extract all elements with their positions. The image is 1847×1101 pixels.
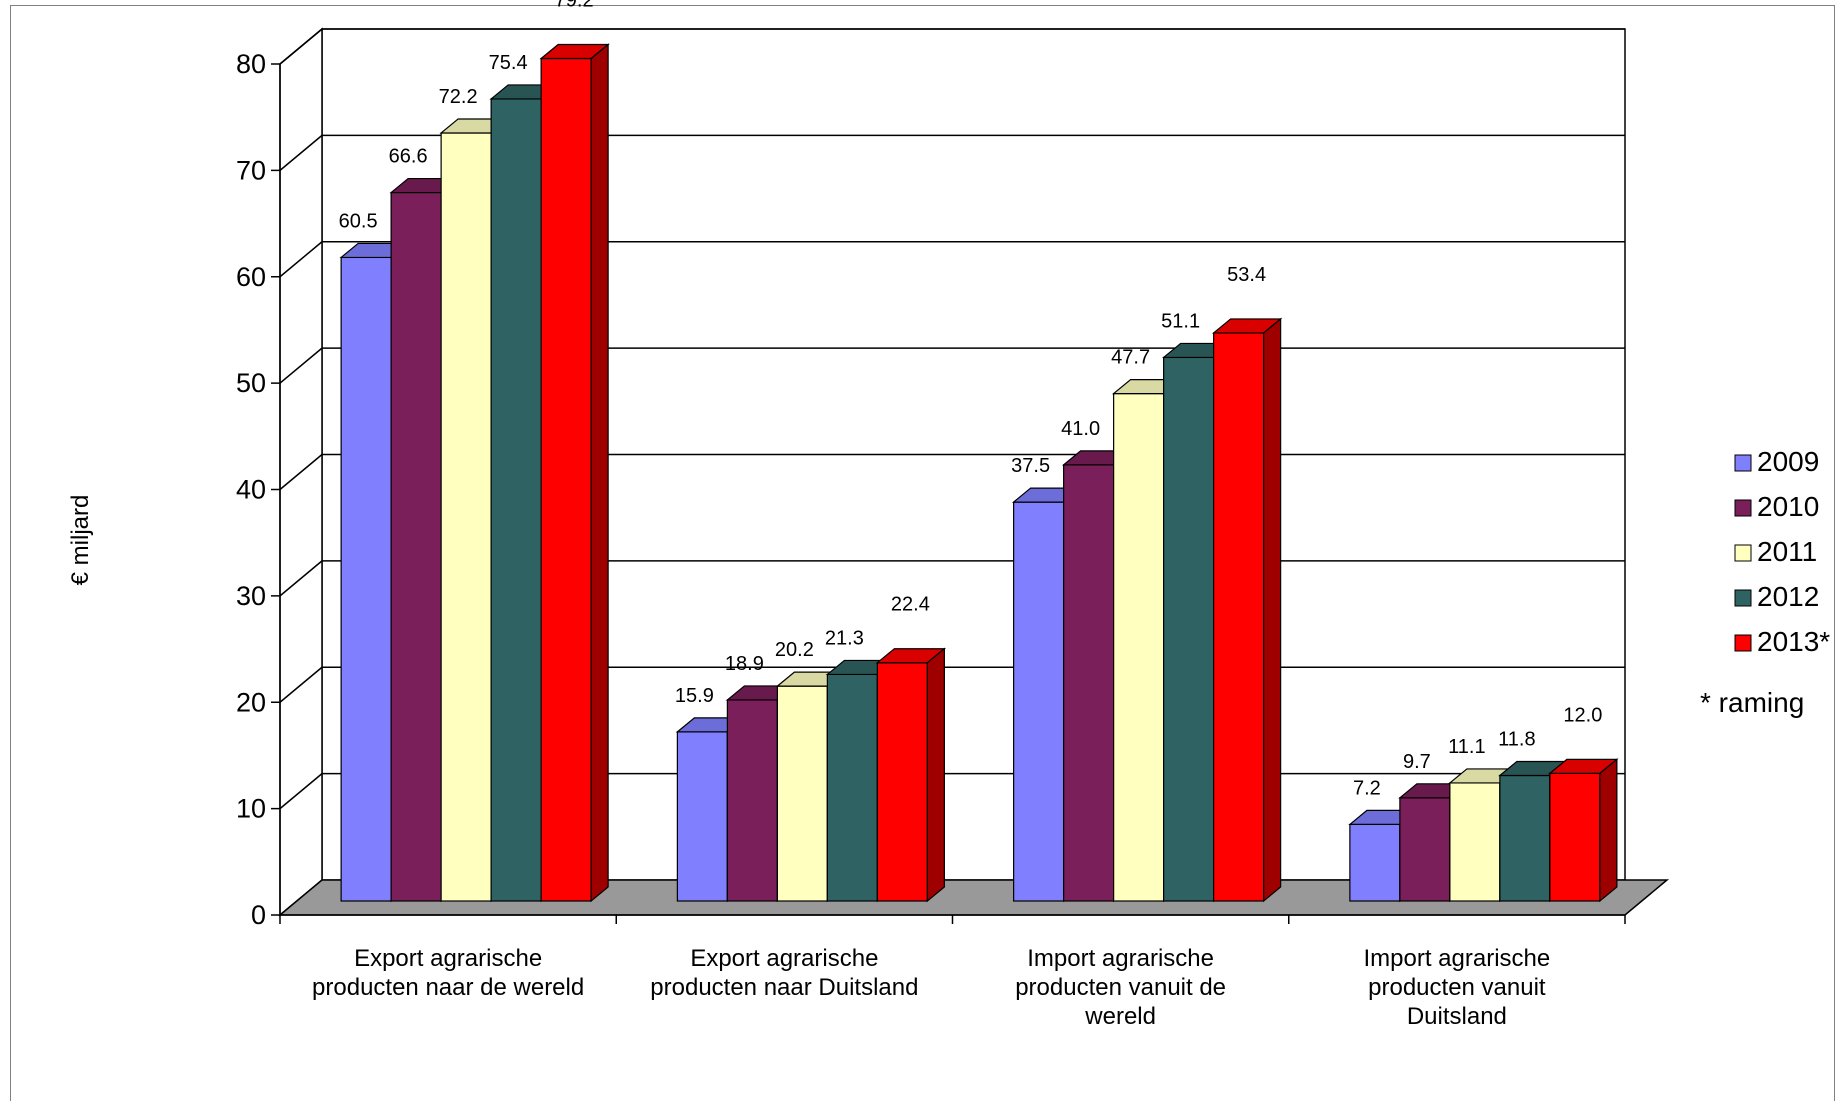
bar-front (1449, 782, 1501, 902)
bar-front (1213, 332, 1265, 902)
y-tick-label: 60 (236, 262, 266, 292)
legend-swatch (1734, 454, 1752, 472)
data-label: 53.4 (1227, 264, 1266, 286)
data-labels: 60.5 66.6 72.2 75.4 79.2 15.9 18.9 20.2 21.3 22.4… (339, 0, 1603, 799)
bar-front (776, 685, 828, 902)
data-label: 47.7 (1111, 347, 1150, 369)
gridline-side (279, 453, 323, 491)
bar-front (1549, 772, 1601, 902)
data-label: 18.9 (725, 653, 764, 675)
legend-label: 2013* (1757, 626, 1830, 657)
chart-frame (10, 5, 1835, 1101)
bar-front (1013, 501, 1065, 902)
data-label: 41.0 (1061, 418, 1100, 440)
footnote: * raming (1700, 687, 1804, 718)
data-label: 51.1 (1161, 310, 1200, 332)
bar (539, 43, 610, 903)
bar-front (1399, 797, 1451, 902)
gridline-side (279, 241, 323, 278)
category-label: wereld (1084, 1003, 1156, 1030)
y-tick-label: 70 (236, 155, 266, 185)
y-tick-label: 0 (251, 900, 266, 930)
y-tick-label: 30 (236, 581, 266, 611)
data-label: 15.9 (675, 685, 714, 707)
bar-front (340, 256, 392, 902)
y-tick-label: 40 (236, 475, 266, 505)
gridline-side (279, 347, 323, 384)
category-label: producten naar Duitsland (650, 974, 918, 1001)
legend-label: 2011 (1757, 536, 1817, 567)
category-label: Export agrarische (354, 945, 542, 972)
legend-swatch (1734, 634, 1752, 652)
gridline-side (279, 28, 323, 65)
bar-front (1499, 774, 1551, 902)
legend-swatch (1734, 544, 1752, 562)
data-label: 11.8 (1498, 728, 1535, 750)
data-label: 11.1 (1448, 736, 1485, 758)
legend-label: 2010 (1757, 491, 1819, 522)
y-axis: 0 10 20 30 40 50 60 70 80 (236, 49, 1626, 930)
category-label: producten vanuit de (1015, 974, 1226, 1001)
gridline-side (279, 134, 323, 171)
y-axis-title: € miljard (67, 495, 94, 586)
bar-front (1063, 464, 1115, 902)
bar (875, 647, 947, 903)
gridline-side (279, 560, 323, 597)
category-label: producten vanuit (1368, 974, 1546, 1001)
legend-label: 2012 (1757, 581, 1819, 612)
bar-front (490, 98, 542, 902)
category-label: Export agrarische (690, 945, 878, 972)
data-label: 75.4 (489, 52, 528, 74)
data-label: 22.4 (891, 594, 930, 616)
gridline-side (279, 666, 323, 703)
legend-label: 2009 (1757, 446, 1819, 477)
data-label: 66.6 (389, 146, 428, 168)
legend-swatch (1734, 589, 1752, 607)
bar-front (390, 191, 442, 902)
data-label: 9.7 (1403, 751, 1431, 773)
bar-front (440, 132, 492, 902)
data-label: 20.2 (775, 639, 814, 661)
category-label: Duitsland (1407, 1003, 1507, 1030)
data-label: 79.2 (555, 0, 594, 12)
bars (339, 43, 1619, 903)
data-label: 21.3 (825, 627, 864, 649)
y-tick-label: 80 (236, 49, 266, 79)
bar-side (1263, 317, 1282, 903)
bar-front (540, 57, 592, 902)
bar-front (1163, 356, 1215, 902)
bar-front (826, 673, 878, 902)
category-label: producten naar de wereld (312, 974, 584, 1001)
y-tick-label: 10 (236, 794, 266, 824)
data-label: 37.5 (1011, 455, 1050, 477)
bar-side (590, 43, 609, 903)
legend: 2009 2010 2011 2012 2013* (1734, 446, 1830, 657)
bar-front (1113, 392, 1165, 902)
data-label: 12.0 (1563, 704, 1602, 726)
bar-side (1599, 758, 1618, 903)
gridline-side (279, 773, 323, 810)
y-tick-label: 50 (236, 368, 266, 398)
bar-front (676, 731, 728, 902)
data-label: 60.5 (339, 210, 378, 232)
y-tick-label: 20 (236, 687, 266, 717)
category-label: Import agrarische (1364, 945, 1551, 972)
legend-swatch (1734, 499, 1752, 517)
data-label: 72.2 (439, 86, 478, 108)
bar-front (726, 699, 778, 902)
bar (1211, 317, 1283, 903)
bar-side (926, 647, 945, 903)
bar-front (1349, 823, 1401, 902)
bar-front (876, 662, 928, 902)
bar (1548, 758, 1619, 903)
category-label: Import agrarische (1027, 945, 1214, 972)
data-label: 7.2 (1353, 777, 1381, 799)
